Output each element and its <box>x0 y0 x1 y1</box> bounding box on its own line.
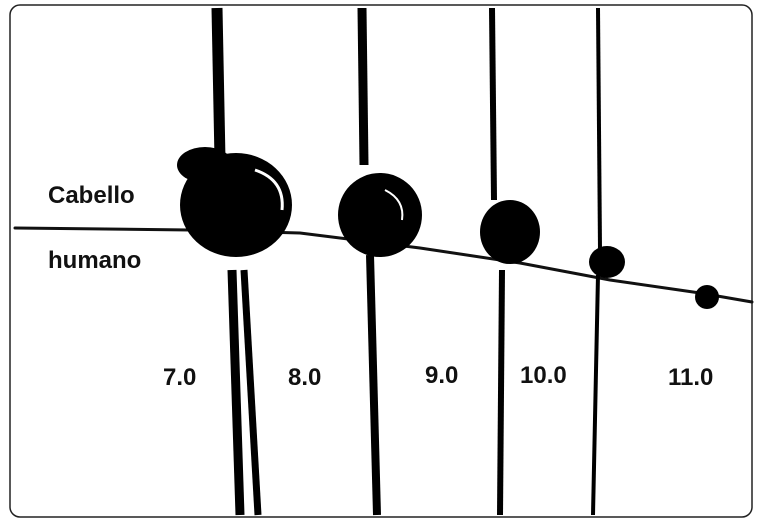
size-label: 9.0 <box>425 362 458 389</box>
suture-thread <box>362 8 364 165</box>
hair-label: Cabello <box>48 182 135 209</box>
size-label: 7.0 <box>163 364 196 391</box>
photo: Cabello humano 7.0 8.0 9.0 10.0 11.0 <box>0 0 757 521</box>
knot <box>480 200 540 264</box>
hair-label: humano <box>48 247 141 274</box>
knot <box>589 246 625 278</box>
size-label: 10.0 <box>520 362 567 389</box>
suture-thread <box>598 8 600 250</box>
suture-thread <box>492 8 494 200</box>
suture-thread <box>500 270 502 515</box>
knot <box>338 173 422 257</box>
size-label: 8.0 <box>288 364 321 391</box>
size-label: 11.0 <box>668 364 713 391</box>
knot <box>695 285 719 309</box>
knot <box>177 147 233 183</box>
suture-thread <box>217 8 220 160</box>
page: Cabello humano 7.0 8.0 9.0 10.0 11.0 (()… <box>0 0 757 521</box>
